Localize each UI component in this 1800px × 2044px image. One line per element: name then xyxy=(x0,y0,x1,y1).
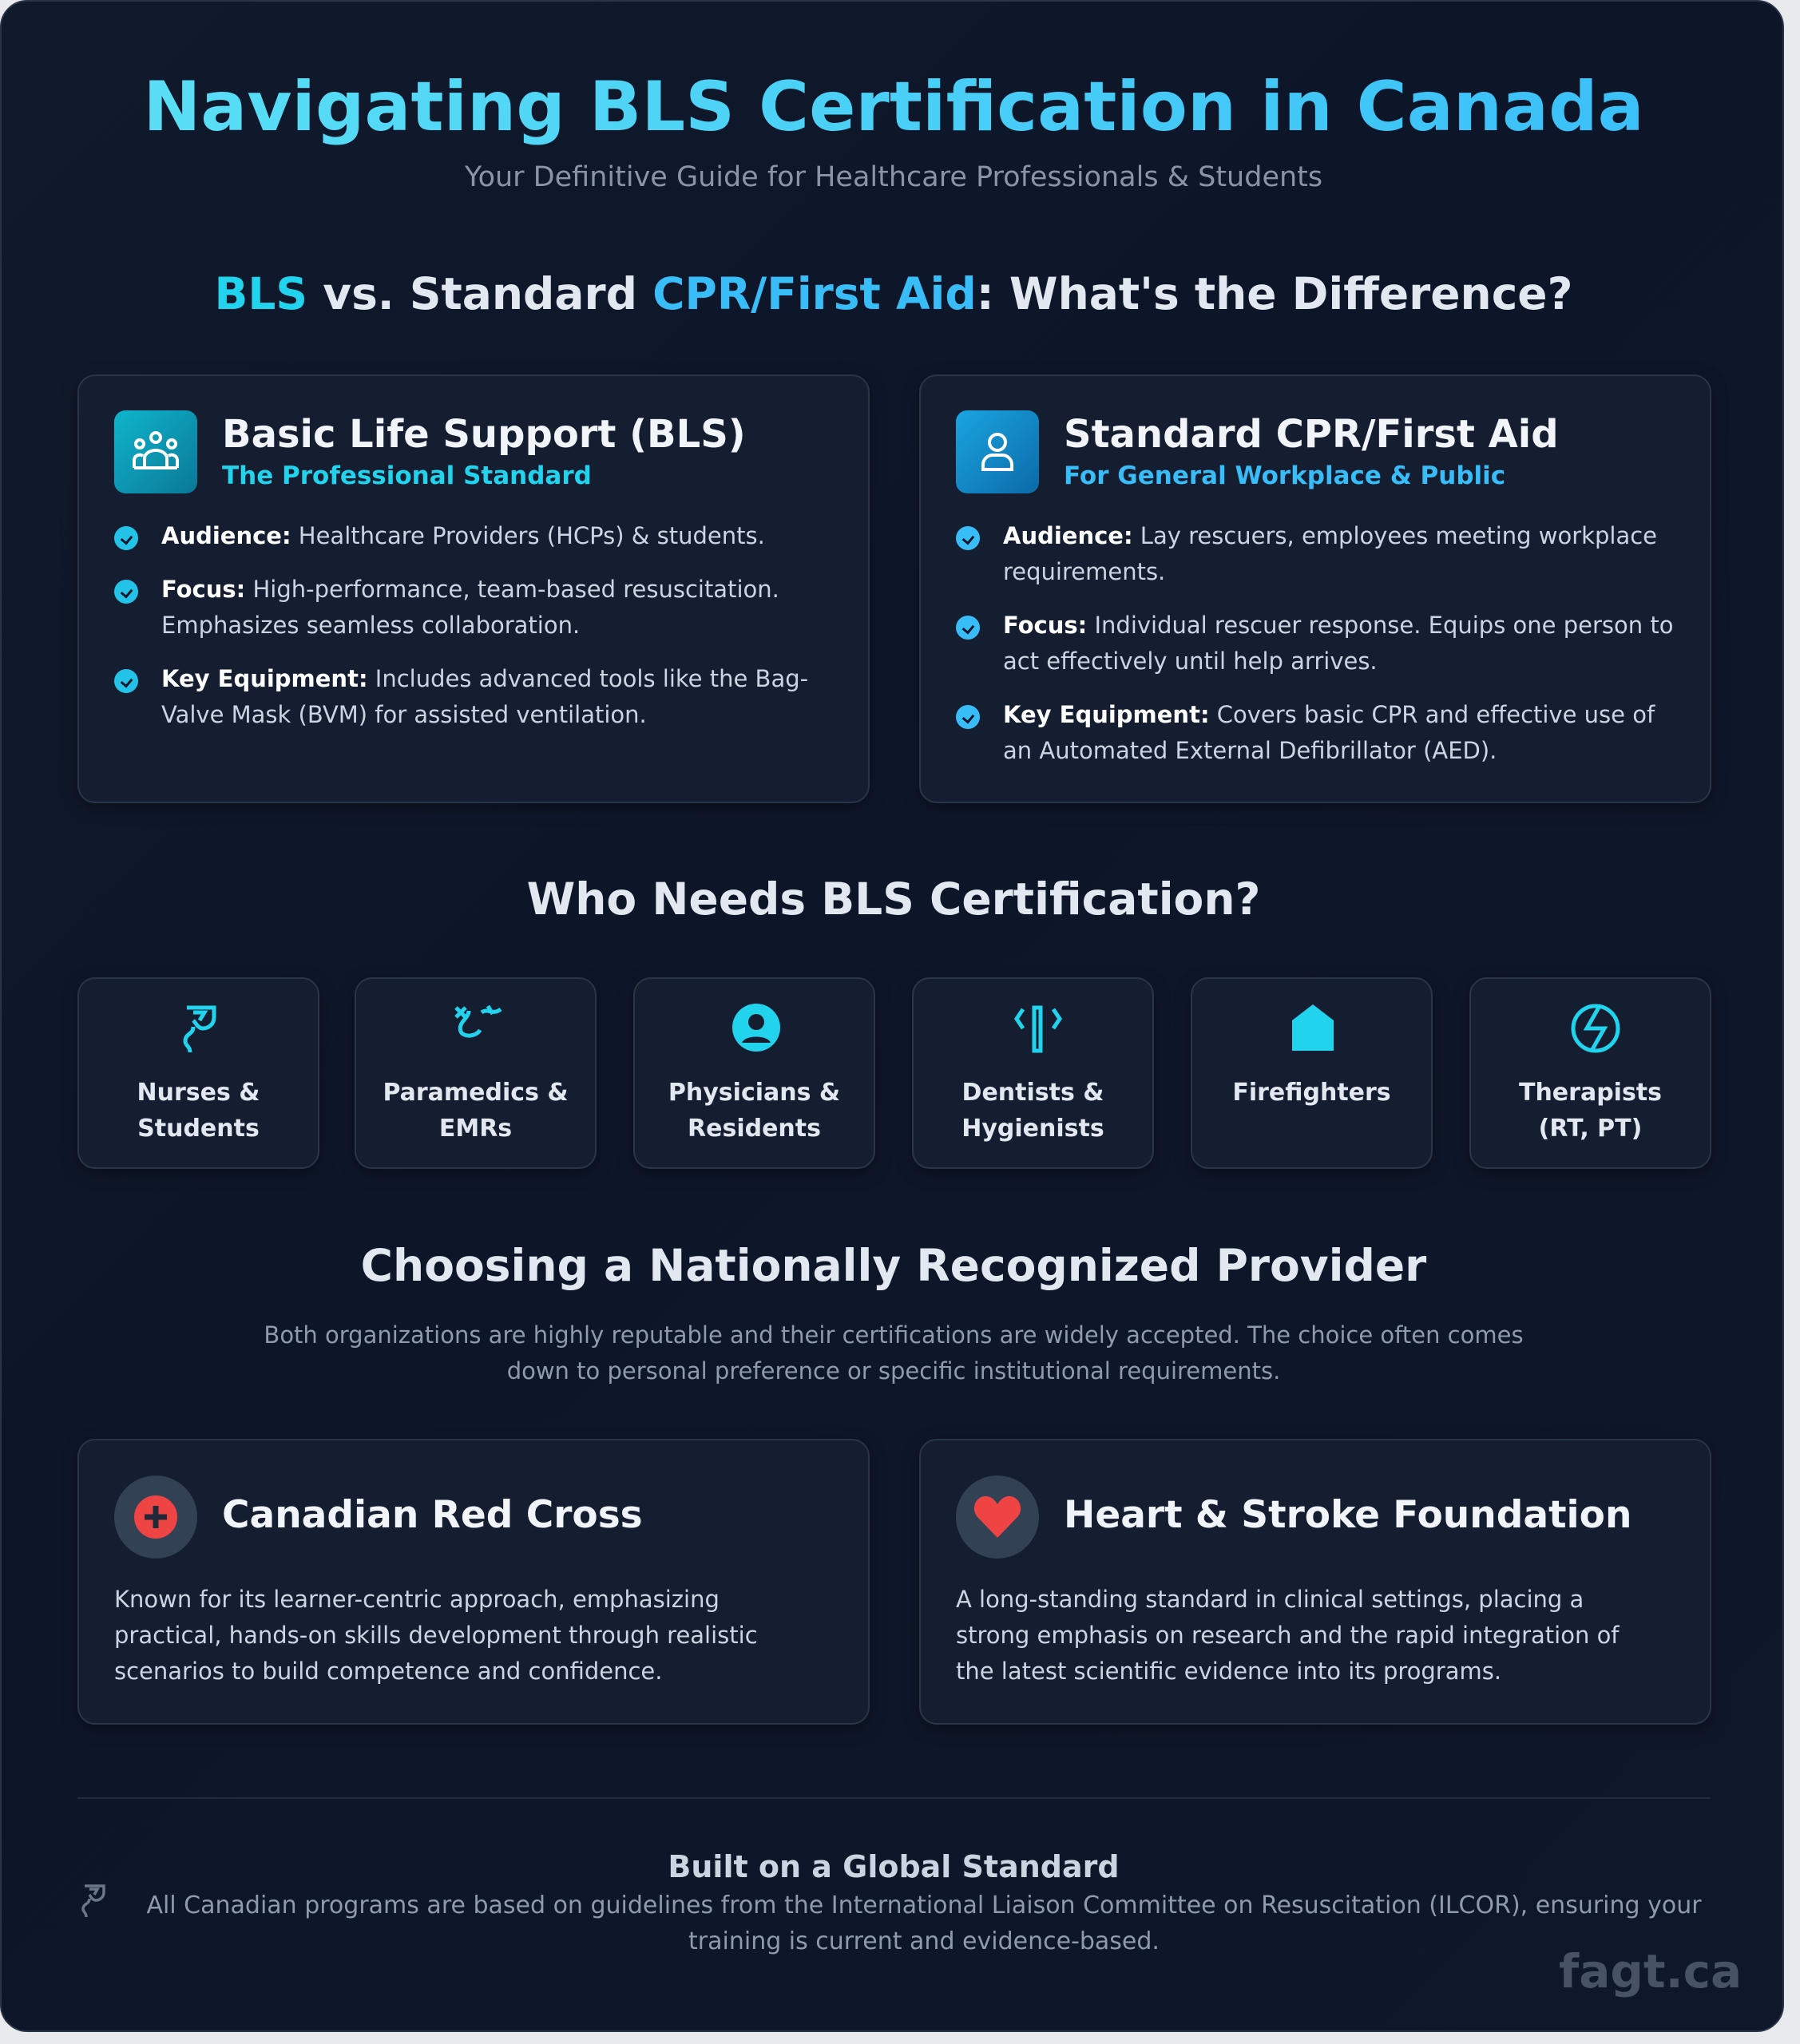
check-circle-icon xyxy=(956,705,980,729)
stethoscope-icon xyxy=(81,1884,105,1918)
watermark: fagt.ca xyxy=(1559,1944,1743,1998)
ambulance-icon xyxy=(454,1004,502,1038)
providers-heading: Choosing a Nationally Recognized Provide… xyxy=(360,1240,1427,1291)
user-icon xyxy=(956,410,1039,493)
check-circle-icon xyxy=(114,526,138,550)
role-label: Firefighters xyxy=(1192,1075,1431,1111)
provider-description: Known for its learner-centric approach, … xyxy=(114,1586,758,1685)
feature-label: Focus: xyxy=(161,576,246,603)
feature-item: Audience: Healthcare Providers (HCPs) & … xyxy=(114,518,836,554)
feature-text: Covers basic CPR and effective use of an… xyxy=(1003,701,1655,764)
feature-text: Lay rescuers, employees meeting workplac… xyxy=(1003,522,1657,585)
role-card-physicians: Physicians & Residents xyxy=(633,977,875,1169)
feature-item: Focus: High-performance, team-based resu… xyxy=(114,572,836,644)
check-circle-icon xyxy=(114,580,138,604)
users-group-icon xyxy=(114,410,197,493)
role-line: Paramedics & xyxy=(383,1079,569,1107)
feature-text: Individual rescuer response. Equips one … xyxy=(1003,612,1674,675)
check-circle-icon xyxy=(956,616,980,640)
feature-label: Audience: xyxy=(1003,522,1133,549)
role-line: Dentists & xyxy=(961,1079,1104,1107)
fire-icon xyxy=(1292,1004,1334,1051)
feature-item: Key Equipment: Covers basic CPR and effe… xyxy=(956,697,1678,769)
role-card-firefighters: Firefighters xyxy=(1191,977,1433,1169)
who-heading: Who Needs BLS Certification? xyxy=(526,873,1261,925)
role-label: Therapists (RT, PT) xyxy=(1471,1075,1710,1147)
check-circle-icon xyxy=(956,526,980,550)
stethoscope-icon xyxy=(183,1005,216,1053)
red-cross-icon xyxy=(114,1476,197,1559)
role-line: Firefighters xyxy=(1232,1079,1391,1107)
feature-label: Key Equipment: xyxy=(1003,701,1210,728)
check-circle-icon xyxy=(114,669,138,693)
feature-item: Key Equipment: Includes advanced tools l… xyxy=(114,661,836,733)
role-line: Hygienists xyxy=(961,1115,1104,1143)
cpr-card: Standard CPR/First Aid For General Workp… xyxy=(919,374,1711,803)
divider xyxy=(77,1797,1711,1799)
footer-text: All Canadian programs are based on guide… xyxy=(146,1891,1702,1955)
comparison-heading: BLS vs. Standard CPR/First Aid: What's t… xyxy=(2,268,1786,319)
feature-item: Audience: Lay rescuers, employees meetin… xyxy=(956,518,1678,590)
card-title: Basic Life Support (BLS) xyxy=(222,412,746,457)
user-doctor-icon xyxy=(732,1004,780,1052)
role-line: Students xyxy=(137,1115,260,1143)
heading-diff: : What's the Difference? xyxy=(976,268,1573,319)
role-card-nurses: Nurses & Students xyxy=(77,977,319,1169)
role-card-paramedics: Paramedics & EMRs xyxy=(355,977,597,1169)
role-label: Paramedics & EMRs xyxy=(356,1075,595,1147)
feature-label: Key Equipment: xyxy=(161,665,368,692)
feature-text: Healthcare Providers (HCPs) & students. xyxy=(291,522,765,549)
tooth-icon xyxy=(1013,1005,1063,1053)
feature-list: Audience: Lay rescuers, employees meetin… xyxy=(956,518,1678,786)
role-label: Physicians & Residents xyxy=(635,1075,874,1147)
feature-text: Includes advanced tools like the Bag-Val… xyxy=(161,665,809,728)
feature-list: Audience: Healthcare Providers (HCPs) & … xyxy=(114,518,836,751)
footer-heading: Built on a Global Standard xyxy=(668,1849,1120,1884)
page-subtitle: Your Definitive Guide for Healthcare Pro… xyxy=(464,161,1323,193)
providers-intro: Both organizations are highly reputable … xyxy=(264,1321,1524,1384)
heading-cpr: CPR/First Aid xyxy=(652,268,977,319)
role-line: EMRs xyxy=(438,1115,513,1143)
provider-card-heart-stroke: Heart & Stroke Foundation A long-standin… xyxy=(919,1439,1711,1725)
role-card-dentists: Dentists & Hygienists xyxy=(912,977,1154,1169)
provider-name: Canadian Red Cross xyxy=(222,1493,643,1537)
heading-bls: BLS xyxy=(214,268,308,319)
role-line: Nurses & xyxy=(137,1079,260,1107)
card-title: Standard CPR/First Aid xyxy=(1064,412,1559,457)
role-line: Residents xyxy=(688,1115,821,1143)
heart-icon xyxy=(956,1476,1039,1559)
bls-card: Basic Life Support (BLS) The Professiona… xyxy=(77,374,870,803)
feature-label: Focus: xyxy=(1003,612,1088,639)
provider-description: A long-standing standard in clinical set… xyxy=(956,1586,1620,1685)
card-subtitle: The Professional Standard xyxy=(222,461,592,490)
role-line: (RT, PT) xyxy=(1538,1115,1643,1143)
feature-text: High-performance, team-based resuscitati… xyxy=(161,576,779,639)
lungs-icon xyxy=(1571,1004,1620,1053)
role-line: Physicians & xyxy=(668,1079,841,1107)
provider-name: Heart & Stroke Foundation xyxy=(1064,1493,1632,1537)
provider-card-red-cross: Canadian Red Cross Known for its learner… xyxy=(77,1439,870,1725)
card-subtitle: For General Workplace & Public xyxy=(1064,461,1506,490)
role-label: Nurses & Students xyxy=(79,1075,318,1147)
role-card-therapists: Therapists (RT, PT) xyxy=(1469,977,1711,1169)
heading-vs: vs. Standard xyxy=(307,268,653,319)
feature-item: Focus: Individual rescuer response. Equi… xyxy=(956,608,1678,679)
role-line: Therapists xyxy=(1518,1079,1663,1107)
page-title: Navigating BLS Certification in Canada xyxy=(2,67,1786,147)
feature-label: Audience: xyxy=(161,522,291,549)
role-label: Dentists & Hygienists xyxy=(914,1075,1152,1147)
